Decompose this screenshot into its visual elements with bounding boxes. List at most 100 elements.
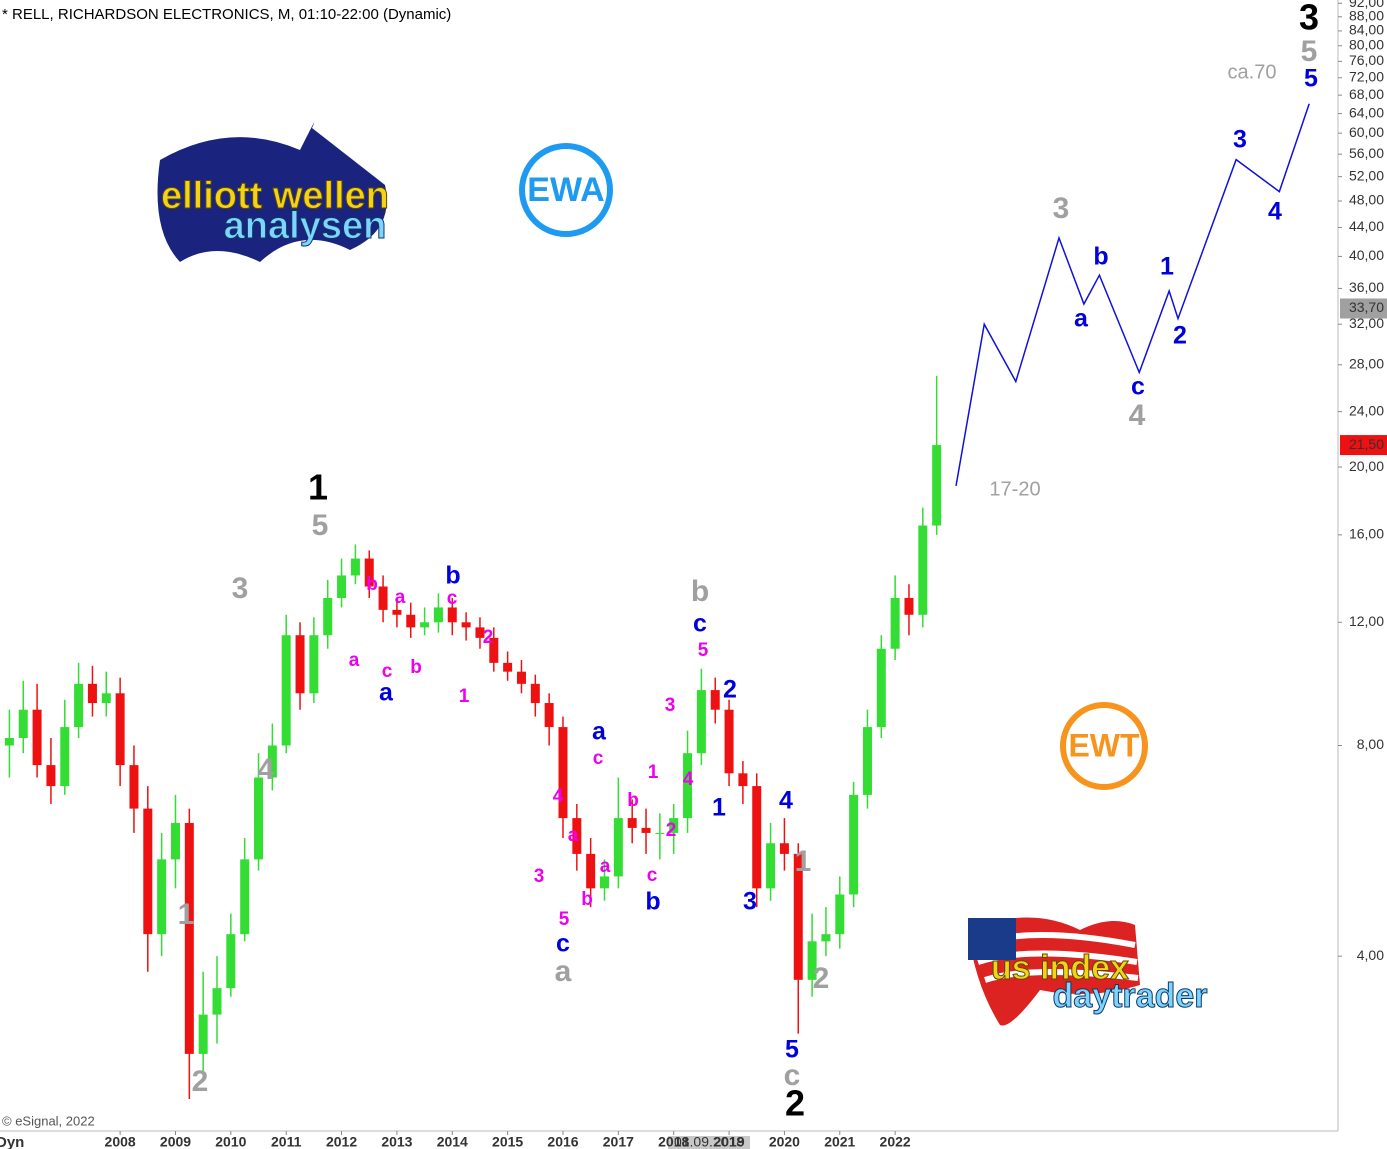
candle-body	[641, 827, 651, 833]
wave-label: c	[593, 748, 604, 769]
y-tick-label: 20,00	[1349, 458, 1384, 474]
y-tick-label: 24,00	[1349, 402, 1384, 418]
wave-label: c	[382, 661, 393, 682]
wave-label: a	[349, 650, 360, 671]
wave-label: a	[1074, 305, 1089, 333]
wave-label: c	[784, 1059, 801, 1092]
wave-label: 4	[779, 787, 793, 815]
us-logo: us index daytrader	[968, 917, 1208, 1026]
candle-body	[918, 525, 928, 615]
elliott-logo: elliott wellen analysen	[157, 122, 390, 262]
price-tag-label: 33,70	[1349, 299, 1384, 315]
y-tick-label: 76,00	[1349, 52, 1384, 68]
candle-body	[433, 607, 443, 623]
logo-text: analysen	[224, 205, 387, 247]
y-tick-label: 60,00	[1349, 124, 1384, 140]
candle-body	[420, 622, 430, 628]
chart-title: * RELL, RICHARDSON ELECTRONICS, M, 01:10…	[2, 6, 451, 23]
candle-body	[793, 853, 803, 980]
x-tick-label: 2014	[437, 1134, 468, 1149]
y-tick-label: 28,00	[1349, 355, 1384, 371]
y-tick-label: 72,00	[1349, 68, 1384, 84]
candle-body	[461, 622, 471, 628]
candle-body	[447, 607, 457, 623]
candle-body	[516, 671, 526, 684]
candle-body	[18, 709, 28, 739]
candle-body	[60, 727, 70, 787]
candle-body	[350, 558, 360, 576]
candle-body	[378, 586, 388, 610]
candle-body	[87, 683, 97, 704]
candle-body	[115, 693, 125, 766]
logo-text: EWA	[527, 171, 604, 209]
wave-label: b	[445, 562, 460, 590]
wave-label: a	[395, 587, 406, 608]
wave-label: a	[568, 825, 579, 846]
candle-body	[364, 558, 374, 587]
wave-label: 4	[553, 786, 564, 807]
y-tick-label: 12,00	[1349, 613, 1384, 629]
y-tick-label: 92,00	[1349, 0, 1384, 10]
logo-text: daytrader	[1053, 977, 1208, 1015]
wave-label: 3	[1053, 192, 1070, 225]
candle-body	[46, 765, 56, 787]
wave-label: 1	[459, 686, 470, 707]
x-tick-label: 2021	[824, 1134, 855, 1149]
candle-body	[669, 818, 679, 833]
y-tick-label: 52,00	[1349, 167, 1384, 183]
candle-body	[558, 727, 568, 819]
candle-body	[724, 709, 734, 774]
candle-body	[849, 794, 859, 895]
candle-body	[212, 988, 222, 1015]
candle-body	[475, 627, 485, 638]
wave-label: a	[592, 718, 607, 746]
candle-body	[586, 853, 596, 889]
ewa-logo: EWA	[519, 143, 613, 237]
candle-body	[779, 843, 789, 854]
y-tick-label: 84,00	[1349, 22, 1384, 38]
wave-label: c	[556, 930, 570, 958]
candle-body	[32, 709, 42, 766]
wave-label: 4	[258, 753, 275, 786]
footer-label: Dyn	[0, 1134, 24, 1149]
wave-label: 17-20	[989, 478, 1040, 500]
x-tick-label: 2016	[547, 1134, 578, 1149]
wave-label: 3	[232, 572, 249, 605]
wave-label: 3	[665, 695, 676, 716]
candle-body	[932, 445, 942, 526]
candle-body	[129, 765, 139, 809]
wave-label: 2	[723, 676, 737, 704]
logo-text: elliott wellen	[161, 175, 389, 217]
wave-label: 5	[559, 909, 570, 930]
candle-body	[157, 859, 167, 935]
y-tick-label: 48,00	[1349, 192, 1384, 208]
wave-label: ca.70	[1228, 61, 1277, 83]
wave-label: b	[691, 575, 709, 608]
candle-body	[503, 662, 513, 672]
x-tick-label: 2010	[215, 1134, 246, 1149]
cursor-date: 01.09.2018	[674, 1134, 744, 1149]
y-tick-label: 8,00	[1357, 736, 1384, 752]
wave-label: b	[627, 790, 639, 811]
wave-label: c	[647, 865, 658, 886]
wave-label: 1	[712, 794, 726, 822]
candle-body	[489, 637, 499, 663]
candle-body	[184, 822, 194, 1054]
candle-body	[226, 934, 236, 989]
wave-label: 1	[308, 467, 328, 508]
logo-text: EWT	[1068, 727, 1140, 763]
x-tick-label: 2012	[326, 1134, 357, 1149]
candle-body	[281, 635, 291, 746]
candle-body	[295, 635, 305, 694]
candle-body	[74, 683, 84, 728]
ewt-logo: EWT	[1060, 702, 1148, 790]
candle-body	[143, 808, 153, 935]
x-tick-label: 2018	[658, 1134, 689, 1149]
wave-label: b	[366, 574, 378, 595]
candle-body	[406, 614, 416, 628]
candle-body	[710, 690, 720, 710]
x-tick-label: 2020	[769, 1134, 800, 1149]
y-tick-label: 16,00	[1349, 526, 1384, 542]
wave-label: 2	[813, 962, 830, 995]
